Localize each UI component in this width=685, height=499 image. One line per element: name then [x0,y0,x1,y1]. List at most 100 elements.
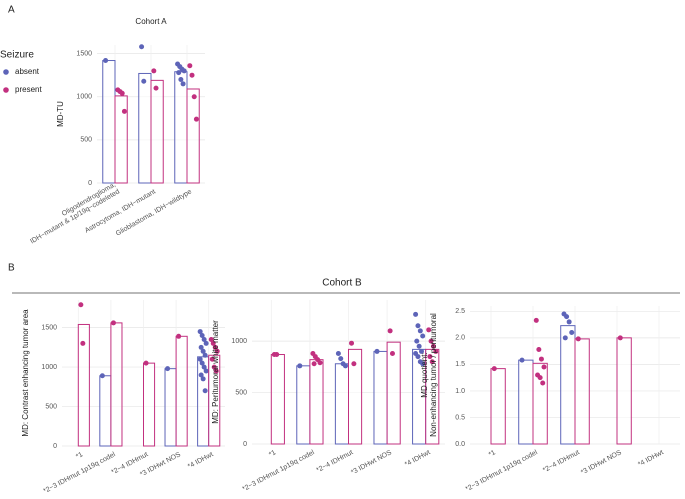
y-tick-label: 500 [80,137,92,144]
data-point [415,354,421,360]
bar [373,350,388,445]
x-tick-label: *2−4 IDHmut [542,449,581,474]
data-point [537,375,543,381]
y-tick-label: 0 [243,441,247,448]
x-tick-label: *1 [268,449,277,458]
data-point [80,340,86,346]
data-point [419,348,425,354]
legend-label: absent [15,67,40,76]
bar [174,71,188,184]
y-tick-label: 500 [45,403,57,410]
y-axis-label: MD quotient: [420,352,429,397]
data-point [211,364,217,370]
data-point [566,319,572,325]
data-point [200,376,206,382]
data-point [541,364,547,370]
data-point [151,68,157,74]
data-point [533,317,539,323]
y-tick-label: 1000 [76,94,92,101]
y-axis-label: MD-TU [56,101,65,127]
data-point [562,335,568,341]
bar [348,348,363,445]
legend-swatch [3,69,9,75]
data-point [187,63,193,69]
bar [425,348,440,445]
data-point [433,348,439,354]
data-point [317,360,323,366]
bar [138,72,152,184]
bar [309,359,324,445]
x-tick-label: *2−3 IDHmut 1p19q codel [241,449,316,493]
bar [186,88,200,184]
data-point [415,323,421,329]
data-point [427,354,433,360]
x-tick-label: *3 IDHwt NOS [350,449,393,476]
y-tick-label: 0.0 [455,441,465,448]
data-point [564,314,570,320]
bar [150,79,164,184]
data-point [99,373,105,379]
data-point [389,350,395,356]
data-point [153,85,159,91]
y-tick-label: 1500 [41,324,57,331]
x-tick-label: *4 IDHwt [404,449,432,468]
y-tick-label: 1.0 [455,388,465,395]
data-point [417,328,423,334]
bar [143,362,156,447]
data-point [180,81,186,87]
data-point [202,388,208,394]
y-tick-label: 0 [88,180,92,187]
y-tick-label: 0 [53,443,57,450]
y-axis-label: MD: Peritumoral white matter [211,320,220,424]
data-point [342,363,348,369]
data-point [203,340,209,346]
bar [175,335,188,447]
data-point [536,347,542,353]
data-point [575,336,581,342]
bar [208,354,221,447]
data-point [193,116,199,122]
data-point [351,361,357,367]
bar [334,363,350,445]
chart-title: Cohort A [135,17,167,26]
data-point [426,327,432,333]
legend-label: present [15,85,42,94]
data-point [199,333,205,339]
bar [490,368,506,445]
y-tick-label: 2.0 [455,335,465,342]
data-point [297,363,303,369]
bar [77,323,90,447]
data-point [202,352,208,358]
data-point [200,348,206,354]
data-point [197,329,203,335]
data-point [212,344,218,350]
data-point [387,328,393,334]
y-tick-label: 1000 [231,338,247,345]
data-point [214,348,220,354]
data-point [274,352,280,358]
y-tick-label: 1500 [76,50,92,57]
data-point [78,302,84,308]
data-point [519,357,525,363]
bar [386,341,401,445]
data-point [198,372,204,378]
data-point [540,380,546,386]
data-point [176,70,182,76]
panel-label: A [8,5,15,16]
bar [99,375,112,447]
bar [164,368,177,447]
data-point [349,340,355,346]
legend-swatch [3,87,9,93]
data-point [491,366,497,372]
data-point [210,340,216,346]
data-point [429,359,435,365]
data-point [430,343,436,349]
bar [270,354,285,445]
y-tick-label: 500 [235,389,247,396]
data-point [617,335,623,341]
y-axis-label: Non-enhancing tumor / peritumoral [429,313,438,437]
x-tick-label: *4 IDHwt [637,449,665,468]
y-tick-label: 1.5 [455,361,465,368]
data-point [103,58,109,64]
bar [102,60,116,184]
